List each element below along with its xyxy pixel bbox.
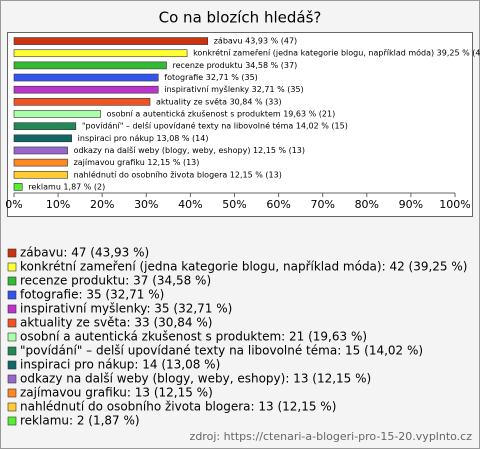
legend-label: odkazy na další weby (blogy, weby, eshop… <box>20 372 371 386</box>
bar-label: inspirativní myšlenky 32,71 % (35) <box>164 84 303 94</box>
legend-swatch <box>7 248 17 258</box>
legend-swatch <box>7 304 17 314</box>
bar-label: zajímavou grafiku 12,15 % (13) <box>74 158 200 167</box>
bar <box>13 170 68 179</box>
bar <box>13 110 101 118</box>
bar <box>13 158 68 167</box>
bar <box>13 122 77 130</box>
legend-label: aktuality ze světa: 33 (30,84 %) <box>20 316 212 330</box>
x-tick-label: 50% <box>222 198 246 211</box>
x-tick-label: 90% <box>399 198 423 211</box>
x-tick-label: 100% <box>439 198 470 211</box>
legend-swatch <box>7 402 17 412</box>
source: zdroj: https://ctenari-a-blogeri-pro-15-… <box>190 430 473 443</box>
bar-label: odkazy na další weby (blogy, weby, eshop… <box>74 145 305 155</box>
bar-label: fotografie 32,71 % (35) <box>164 73 258 82</box>
x-tick-label: 10% <box>46 198 70 211</box>
bar-label: konkrétní zameření (jedna kategorie blog… <box>193 48 480 58</box>
bar <box>13 146 68 155</box>
legend-label: recenze produktu: 37 (34,58 %) <box>20 274 211 288</box>
bar-label: recenze produktu 34,58 % (37) <box>172 61 297 70</box>
x-tick-label: 0% <box>5 198 22 211</box>
legend-label: nahlédnutí do osobního života blogera: 1… <box>20 400 336 414</box>
legend-swatch <box>7 360 17 370</box>
x-tick-label: 70% <box>310 198 334 211</box>
legend-label: zábavu: 47 (43,93 %) <box>20 246 149 260</box>
bar <box>13 134 72 143</box>
bar <box>13 85 159 94</box>
x-tick-label: 40% <box>178 198 202 211</box>
bar <box>13 49 188 58</box>
legend-swatch <box>7 388 17 398</box>
legend-label: fotografie: 35 (32,71 %) <box>20 288 164 302</box>
bar <box>13 37 209 45</box>
legend-label: inspiraci pro nákup: 14 (13,08 %) <box>20 358 220 372</box>
bar <box>13 73 159 82</box>
bar-label: nahlédnutí do osobního života blogera 12… <box>74 169 282 179</box>
x-tick-label: 20% <box>90 198 114 211</box>
legend-label: osobní a autentická zkušenost s produkte… <box>20 330 367 344</box>
bar-label: inspiraci pro nákup 13,08 % (14) <box>78 134 209 143</box>
bar-label: reklamu 1,87 % (2) <box>28 182 105 191</box>
legend-swatch <box>7 332 17 342</box>
legend-swatch <box>7 374 17 384</box>
bar-label: aktuality ze světa 30,84 % (33) <box>156 97 282 106</box>
legend-swatch <box>7 346 17 356</box>
chart-title: Co na blozích hledáš? <box>159 9 322 27</box>
x-tick-label: 30% <box>134 198 158 211</box>
bar-label: "povídání" – delší upovídané texty na li… <box>82 121 348 131</box>
legend-swatch <box>7 276 17 286</box>
legend-swatch <box>7 262 17 272</box>
legend-label: "povídání" – delší upovídané texty na li… <box>20 344 423 358</box>
bar <box>13 183 23 191</box>
bar <box>13 61 167 70</box>
legend-swatch <box>7 318 17 328</box>
x-tick-label: 80% <box>355 198 379 211</box>
legend-label: inspirativní myšlenky: 35 (32,71 %) <box>20 302 232 316</box>
legend-swatch <box>7 290 17 300</box>
x-tick-label: 60% <box>266 198 290 211</box>
legend-swatch <box>7 416 17 426</box>
legend-label: konkrétní zameření (jedna kategorie blog… <box>20 260 467 274</box>
bar-label: zábavu 43,93 % (47) <box>214 37 297 46</box>
bar <box>13 98 151 106</box>
legend-label: zajímavou grafiku: 13 (12,15 %) <box>20 386 213 400</box>
bar-label: osobní a autentická zkušenost s produkte… <box>107 109 336 119</box>
legend-label: reklamu: 2 (1,87 %) <box>20 414 140 428</box>
